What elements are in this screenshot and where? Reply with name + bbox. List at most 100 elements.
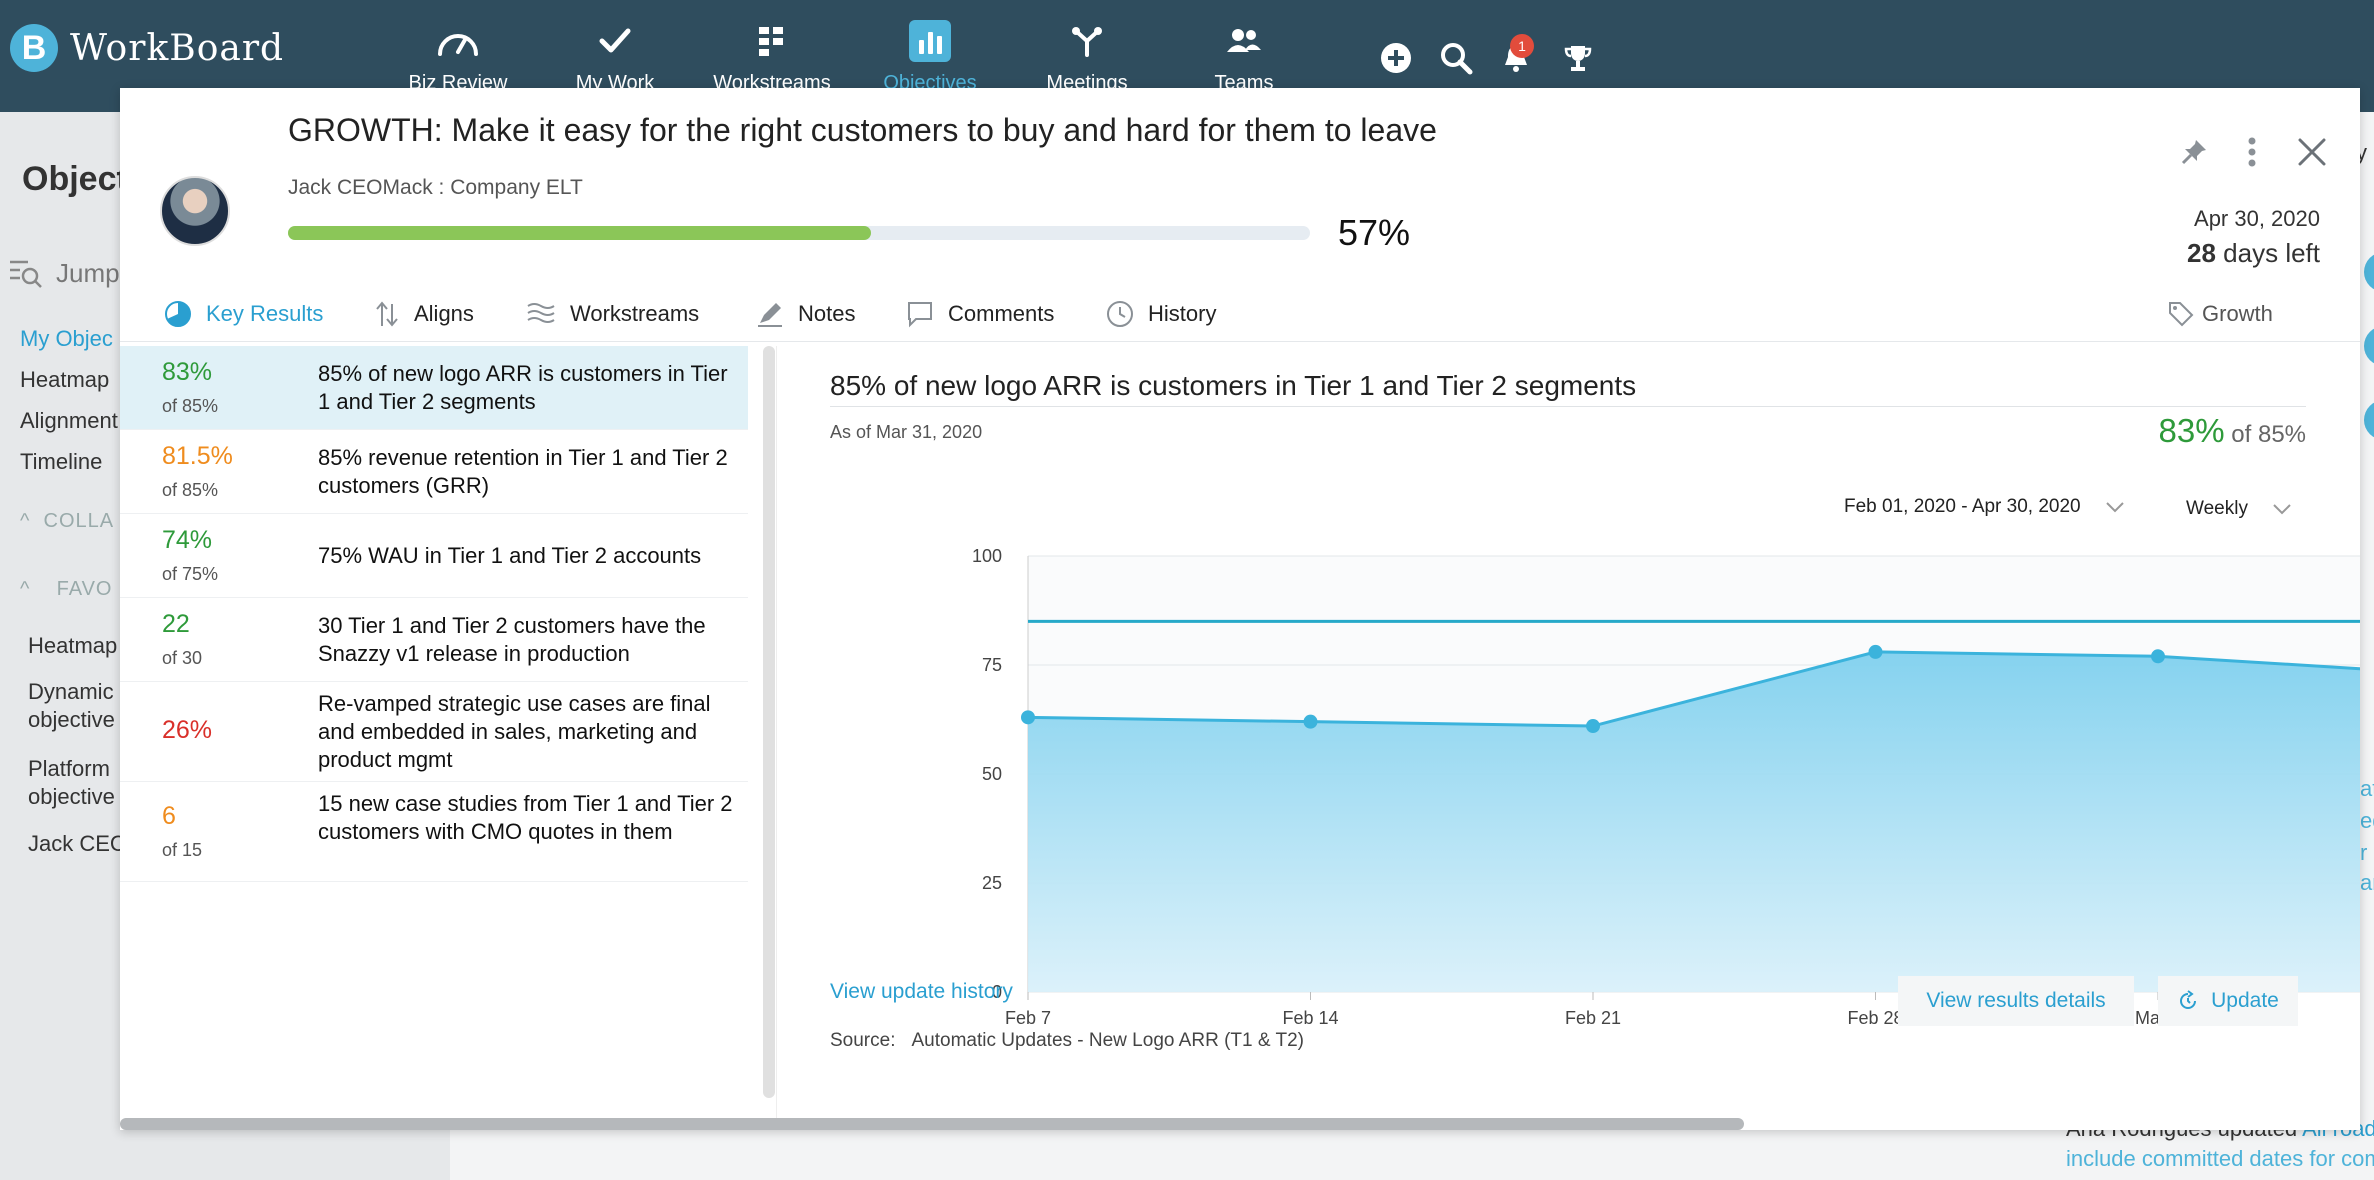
notifications-button[interactable]: 1 (1496, 34, 1536, 78)
tab-aligns[interactable]: Aligns (374, 286, 474, 342)
nav-meetings[interactable]: Meetings (1012, 16, 1162, 95)
tab-key-results[interactable]: Key Results (164, 286, 323, 342)
objective-tag[interactable]: Growth (2168, 286, 2273, 342)
kr-detail-title: 85% of new logo ARR is customers in Tier… (830, 370, 1637, 401)
tab-notes[interactable]: Notes (756, 286, 855, 342)
workboard-logo[interactable]: B WorkBoard (10, 24, 284, 72)
bg-snippet: ed (2360, 808, 2374, 833)
kr-text: Re-vamped strategic use cases are final … (318, 691, 711, 772)
close-button[interactable] (2292, 132, 2332, 172)
kr-target: of 30 (162, 648, 203, 668)
update-button[interactable]: Update (2158, 976, 2298, 1026)
bg-favorite-item[interactable]: Heatmap (28, 633, 118, 658)
achievements-button[interactable] (1558, 38, 1598, 78)
nav-objectives[interactable]: Objectives (855, 16, 1005, 95)
key-result-row[interactable]: 74% of 75% 75% WAU in Tier 1 and Tier 2 … (120, 514, 748, 598)
nav-teams[interactable]: Teams (1169, 16, 1319, 95)
align-arrows-icon (376, 301, 398, 327)
bg-collaborate-section[interactable]: ^ COLLA (20, 510, 114, 533)
kr-target: of 85% (162, 396, 219, 416)
tab-history[interactable]: History (1106, 286, 1216, 342)
kr-value: 22 (162, 610, 190, 638)
kr-score-value: 83% (2158, 412, 2225, 449)
bg-nav-my-objectives[interactable]: My Objec (20, 326, 113, 351)
close-icon (2298, 138, 2326, 166)
search-list-icon (10, 260, 42, 288)
bg-nav-alignment[interactable]: Alignment (20, 408, 118, 433)
pie-icon (165, 301, 191, 327)
key-result-row[interactable]: 81.5% of 85% 85% revenue retention in Ti… (120, 430, 748, 514)
chart-data-point[interactable] (1303, 714, 1318, 729)
tab-label: Key Results (206, 301, 324, 326)
check-icon (599, 28, 631, 53)
view-update-history-link[interactable]: View update history (830, 980, 1013, 1003)
kr-detail-as-of: As of Mar 31, 2020 (830, 422, 983, 442)
chevron-up-icon: ^ (20, 510, 44, 532)
bg-favorite-item[interactable]: Dynamic objective (28, 679, 115, 732)
tab-label: History (1148, 301, 1217, 326)
objective-title: GROWTH: Make it easy for the right custo… (288, 112, 1437, 148)
kr-text: 85% of new logo ARR is customers in Tier… (318, 361, 728, 414)
kr-text: 30 Tier 1 and Tier 2 customers have the … (318, 613, 706, 666)
key-result-row[interactable]: 83% of 85% 85% of new logo ARR is custom… (120, 346, 748, 430)
bg-favorites-section[interactable]: ^ FAVO (20, 578, 113, 601)
days-left-label: days left (2223, 238, 2320, 268)
horizontal-scrollbar[interactable] (120, 1118, 1744, 1130)
chart-data-point[interactable] (1868, 644, 1883, 659)
bg-snippet: ar (2360, 870, 2374, 895)
frequency-value: Weekly (2186, 498, 2248, 519)
key-result-row[interactable]: 6 of 15 15 new case studies from Tier 1 … (120, 782, 748, 882)
chart-x-tick-label: Feb 21 (1565, 1008, 1621, 1028)
chart-data-point[interactable] (2151, 649, 2165, 664)
nav-workstreams[interactable]: Workstreams (697, 16, 847, 95)
tab-label: Comments (948, 301, 1055, 326)
background-search[interactable]: Jump (8, 256, 120, 290)
chart-x-tick-label: Feb 28 (1847, 1008, 1903, 1028)
bg-favorite-item[interactable]: Platform objective (28, 756, 115, 809)
search-button[interactable] (1436, 38, 1476, 78)
owner-avatar[interactable] (160, 176, 230, 246)
panel-divider (776, 346, 777, 1130)
comment-icon (908, 302, 932, 328)
tab-comments[interactable]: Comments (906, 286, 1054, 342)
refresh-icon (2180, 990, 2197, 1009)
update-label: Update (2211, 989, 2279, 1012)
objective-owner[interactable]: Jack CEOMack : Company ELT (288, 176, 583, 199)
logo-text: WorkBoard (70, 27, 285, 69)
objective-progress-bar (288, 226, 1310, 240)
key-results-list: 83% of 85% 85% of new logo ARR is custom… (120, 346, 748, 882)
bg-nav-heatmap[interactable]: Heatmap (20, 367, 110, 392)
search-icon (1441, 43, 1473, 75)
more-options-button[interactable] (2234, 132, 2270, 172)
frequency-select[interactable]: Weekly (2186, 498, 2292, 520)
add-button[interactable] (1376, 38, 1416, 78)
chart-y-tick-label: 0 (992, 982, 1002, 1002)
bg-nav-timeline[interactable]: Timeline (20, 449, 103, 474)
days-left: 28 days left (2187, 238, 2320, 269)
waves-icon (527, 303, 555, 323)
chart-y-tick-label: 75 (982, 655, 1002, 675)
tab-workstreams[interactable]: Workstreams (526, 286, 699, 342)
data-source: Source: Automatic Updates - New Logo ARR … (830, 1030, 1304, 1052)
bg-section-label: COLLA (43, 510, 115, 532)
view-results-details-button[interactable]: View results details (1898, 976, 2134, 1026)
bg-activity-tail[interactable]: include committed dates for com (2066, 1146, 2374, 1171)
chart-data-point[interactable] (1021, 710, 1035, 725)
nav-biz-review[interactable]: Biz Review (383, 16, 533, 95)
bg-snippet: r (2360, 840, 2368, 865)
key-results-scrollbar[interactable] (763, 346, 775, 1098)
key-result-row[interactable]: 26% Re-vamped strategic use cases are fi… (120, 682, 748, 782)
bg-favorite-item[interactable]: Jack CEC (28, 831, 126, 856)
tag-label: Growth (2202, 301, 2273, 326)
key-result-row[interactable]: 22 of 30 30 Tier 1 and Tier 2 customers … (120, 598, 748, 682)
chart-data-point[interactable] (1586, 719, 1600, 734)
detail-divider (830, 406, 2306, 407)
more-vertical-icon (2248, 137, 2256, 167)
grid-icon (759, 27, 783, 56)
nav-my-work[interactable]: My Work (540, 16, 690, 95)
chart-x-tick-label: Feb 14 (1282, 1008, 1338, 1028)
pin-button[interactable] (2176, 132, 2212, 172)
bg-teal-dot (2364, 400, 2374, 440)
date-range-select[interactable]: Feb 01, 2020 - Apr 30, 2020 (1844, 496, 2125, 518)
bg-snippet: y (2356, 140, 2367, 165)
